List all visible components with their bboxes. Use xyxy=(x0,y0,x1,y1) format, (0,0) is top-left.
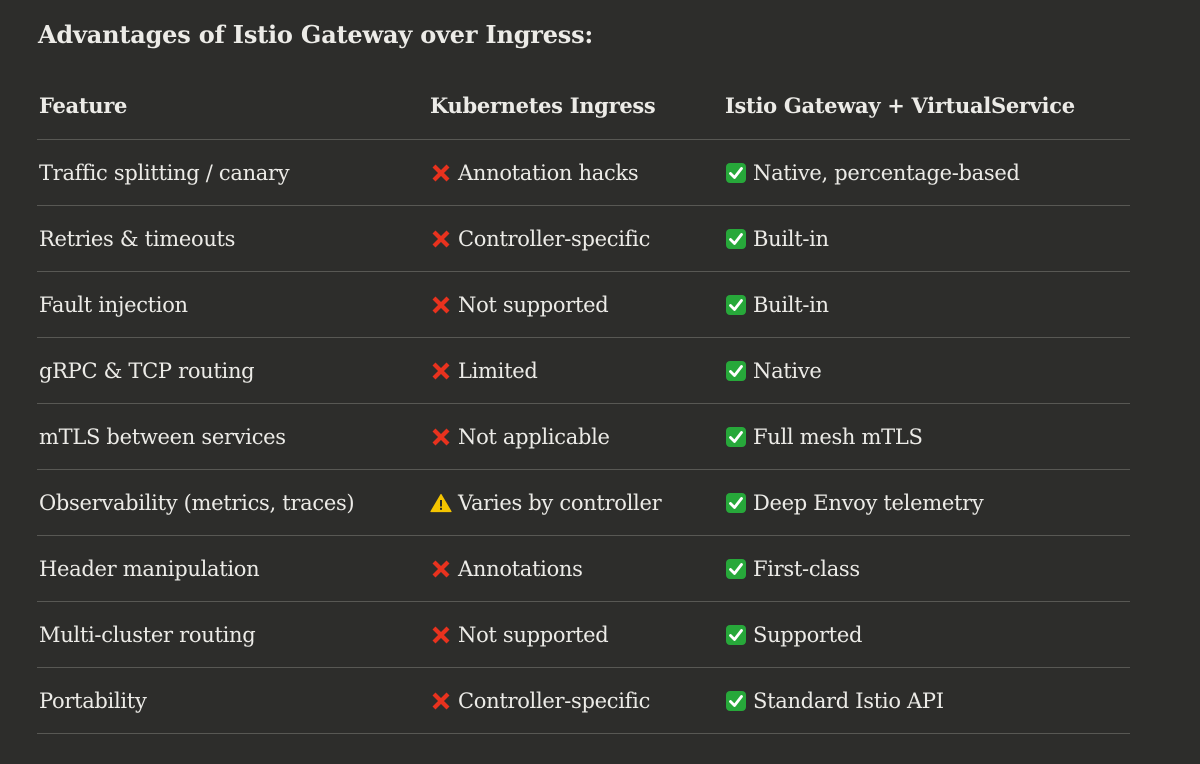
cross-mark-icon xyxy=(430,690,452,712)
ingress-cell: Limited xyxy=(430,338,538,403)
ingress-cell: Annotation hacks xyxy=(430,140,639,205)
cross-mark-icon xyxy=(430,558,452,580)
status-text: Varies by controller xyxy=(458,490,662,515)
feature-cell: Traffic splitting / canary xyxy=(39,160,290,185)
istio-cell: Native xyxy=(725,338,822,403)
header-feature: Feature xyxy=(39,93,128,118)
check-mark-icon xyxy=(725,558,747,580)
table-row: Header manipulation Annotations First-clas… xyxy=(37,536,1130,602)
ingress-cell: Controller-specific xyxy=(430,668,650,733)
check-mark-icon xyxy=(725,690,747,712)
table-row: Fault injection Not supported Built-in xyxy=(37,272,1130,338)
status-text: Limited xyxy=(458,358,538,383)
table-row: Observability (metrics, traces) Varies by… xyxy=(37,470,1130,536)
header-istio-gateway: Istio Gateway + VirtualService xyxy=(725,93,1075,118)
ingress-cell: Annotations xyxy=(430,536,583,601)
status-text: Standard Istio API xyxy=(753,688,944,713)
table-body: Traffic splitting / canary Annotation hac… xyxy=(37,140,1130,734)
page-title: Advantages of Istio Gateway over Ingress… xyxy=(38,20,594,49)
feature-cell: Header manipulation xyxy=(39,556,260,581)
feature-cell: Fault injection xyxy=(39,292,188,317)
ingress-cell: Not supported xyxy=(430,272,609,337)
check-mark-icon xyxy=(725,162,747,184)
status-text: Not supported xyxy=(458,292,609,317)
warning-icon xyxy=(430,492,452,514)
table-row: Portability Controller-specific Standard I… xyxy=(37,668,1130,734)
check-mark-icon xyxy=(725,492,747,514)
cross-mark-icon xyxy=(430,360,452,382)
table-row: Traffic splitting / canary Annotation hac… xyxy=(37,140,1130,206)
cross-mark-icon xyxy=(430,624,452,646)
feature-cell: Observability (metrics, traces) xyxy=(39,490,355,515)
status-text: Supported xyxy=(753,622,863,647)
istio-cell: First-class xyxy=(725,536,860,601)
table-row: Multi-cluster routing Not supported Suppor… xyxy=(37,602,1130,668)
istio-cell: Supported xyxy=(725,602,862,667)
feature-cell: mTLS between services xyxy=(39,424,286,449)
status-text: Controller-specific xyxy=(458,688,651,713)
status-text: Not supported xyxy=(458,622,609,647)
table-row: gRPC & TCP routing Limited Native xyxy=(37,338,1130,404)
istio-cell: Deep Envoy telemetry xyxy=(725,470,984,535)
status-text: Built-in xyxy=(753,292,829,317)
cross-mark-icon xyxy=(430,294,452,316)
status-text: Annotations xyxy=(458,556,583,581)
check-mark-icon xyxy=(725,426,747,448)
status-text: Built-in xyxy=(753,226,829,251)
status-text: Annotation hacks xyxy=(458,160,639,185)
istio-cell: Full mesh mTLS xyxy=(725,404,923,469)
check-mark-icon xyxy=(725,294,747,316)
status-text: Native xyxy=(753,358,822,383)
status-text: First-class xyxy=(753,556,860,581)
cross-mark-icon xyxy=(430,228,452,250)
check-mark-icon xyxy=(725,360,747,382)
feature-cell: Portability xyxy=(39,688,147,713)
istio-cell: Built-in xyxy=(725,206,829,271)
status-text: Full mesh mTLS xyxy=(753,424,923,449)
istio-cell: Built-in xyxy=(725,272,829,337)
status-text: Not applicable xyxy=(458,424,610,449)
feature-cell: gRPC & TCP routing xyxy=(39,358,255,383)
cross-mark-icon xyxy=(430,426,452,448)
ingress-cell: Not applicable xyxy=(430,404,610,469)
status-text: Native, percentage-based xyxy=(753,160,1020,185)
table-header-row: Feature Kubernetes Ingress Istio Gateway… xyxy=(37,72,1130,140)
ingress-cell: Varies by controller xyxy=(430,470,662,535)
istio-cell: Standard Istio API xyxy=(725,668,944,733)
ingress-cell: Controller-specific xyxy=(430,206,650,271)
status-text: Deep Envoy telemetry xyxy=(753,490,984,515)
istio-cell: Native, percentage-based xyxy=(725,140,1020,205)
comparison-table: Feature Kubernetes Ingress Istio Gateway… xyxy=(37,72,1130,734)
header-kubernetes-ingress: Kubernetes Ingress xyxy=(430,93,656,118)
table-row: Retries & timeouts Controller-specific Bui… xyxy=(37,206,1130,272)
status-text: Controller-specific xyxy=(458,226,651,251)
check-mark-icon xyxy=(725,624,747,646)
cross-mark-icon xyxy=(430,162,452,184)
feature-cell: Multi-cluster routing xyxy=(39,622,256,647)
check-mark-icon xyxy=(725,228,747,250)
table-row: mTLS between services Not applicable Full … xyxy=(37,404,1130,470)
ingress-cell: Not supported xyxy=(430,602,609,667)
feature-cell: Retries & timeouts xyxy=(39,226,236,251)
